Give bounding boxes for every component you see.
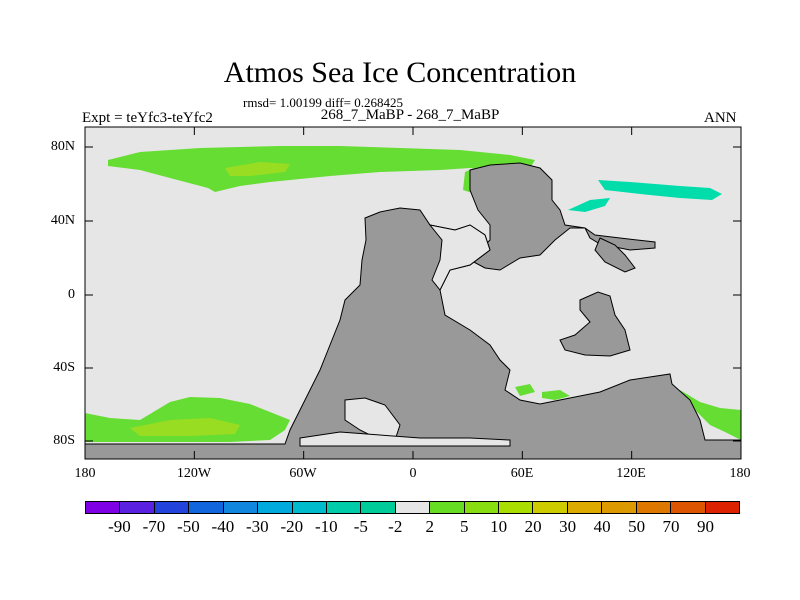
colorbar-swatch [533, 502, 568, 513]
lon-label-120w: 120W [176, 466, 212, 481]
colorbar-label: -30 [246, 517, 269, 536]
colorbar [85, 501, 740, 514]
colorbar-swatch [395, 502, 431, 513]
colorbar-swatch [430, 502, 465, 513]
ne-ocean-ice-1 [598, 180, 722, 200]
colorbar-swatch [292, 502, 327, 513]
lon-label-180e: 180 [729, 466, 751, 481]
experiment-label: Expt = teYfc3-teYfc2 [82, 110, 213, 126]
colorbar-swatch [154, 502, 190, 513]
colorbar-swatch [499, 502, 534, 513]
colorbar-swatch [326, 502, 362, 513]
lat-label-80s: 80S [53, 433, 75, 448]
colorbar-swatch [636, 502, 672, 513]
lon-label-60e: 60E [510, 466, 534, 481]
ne-ocean-ice-2 [568, 198, 610, 212]
strong-positive-ice-regions [130, 162, 290, 436]
colorbar-label: -90 [108, 517, 131, 536]
lon-label-180w: 180 [74, 466, 96, 481]
east-island [559, 291, 631, 357]
colorbar-label: 70 [662, 517, 680, 536]
lon-label-0: 0 [409, 466, 417, 481]
lat-label-0: 0 [68, 287, 75, 302]
colorbar-label: -2 [388, 517, 403, 536]
colorbar-swatch [705, 502, 740, 513]
axis-ticks [84, 127, 742, 459]
indian-ice-1 [515, 384, 535, 396]
arctic-ice-band [108, 146, 535, 192]
colorbar-swatch [567, 502, 603, 513]
lat-label-80n: 80N [50, 139, 75, 154]
stats-line: rmsd= 1.00199 diff= 0.268425 [243, 95, 403, 110]
colorbar-swatch [671, 502, 706, 513]
lon-label-60w: 60W [289, 466, 317, 481]
colorbar-swatch [602, 502, 637, 513]
lat-label-40n: 40N [50, 213, 75, 228]
colorbar-label: 40 [593, 517, 611, 536]
colorbar-swatch [120, 502, 155, 513]
colorbar-label: 30 [559, 517, 577, 536]
colorbar-swatch [189, 502, 224, 513]
pacific-ice-east [680, 390, 741, 440]
colorbar-label: -70 [142, 517, 166, 536]
colorbar-swatch [464, 502, 500, 513]
period-label: 268_7_MaBP - 268_7_MaBP [320, 107, 500, 123]
colorbar-swatch [223, 502, 259, 513]
colorbar-swatch [361, 502, 396, 513]
colorbar-label: -20 [280, 517, 304, 536]
colorbar-label: -10 [314, 517, 338, 536]
indian-ice-2 [542, 390, 570, 400]
east-peninsula [594, 237, 636, 273]
colorbar-label: 5 [459, 517, 469, 536]
colorbar-label: 20 [524, 517, 542, 536]
plot-title: Atmos Sea Ice Concentration [223, 56, 577, 89]
lon-label-120e: 120E [616, 466, 646, 481]
colorbar-label: -5 [353, 517, 368, 536]
colorbar-label: 90 [697, 517, 715, 536]
lat-label-40s: 40S [53, 360, 75, 375]
ocean-inlets [299, 224, 511, 447]
season-label: ANN [704, 110, 737, 126]
colorbar-label: 10 [490, 517, 508, 536]
colorbar-label: 50 [628, 517, 646, 536]
colorbar-label: 2 [425, 517, 434, 536]
colorbar-swatch [86, 502, 121, 513]
colorbar-swatch [258, 502, 293, 513]
colorbar-label: -50 [177, 517, 200, 536]
negative-ice-regions [568, 180, 722, 212]
colorbar-label: -40 [211, 517, 235, 536]
